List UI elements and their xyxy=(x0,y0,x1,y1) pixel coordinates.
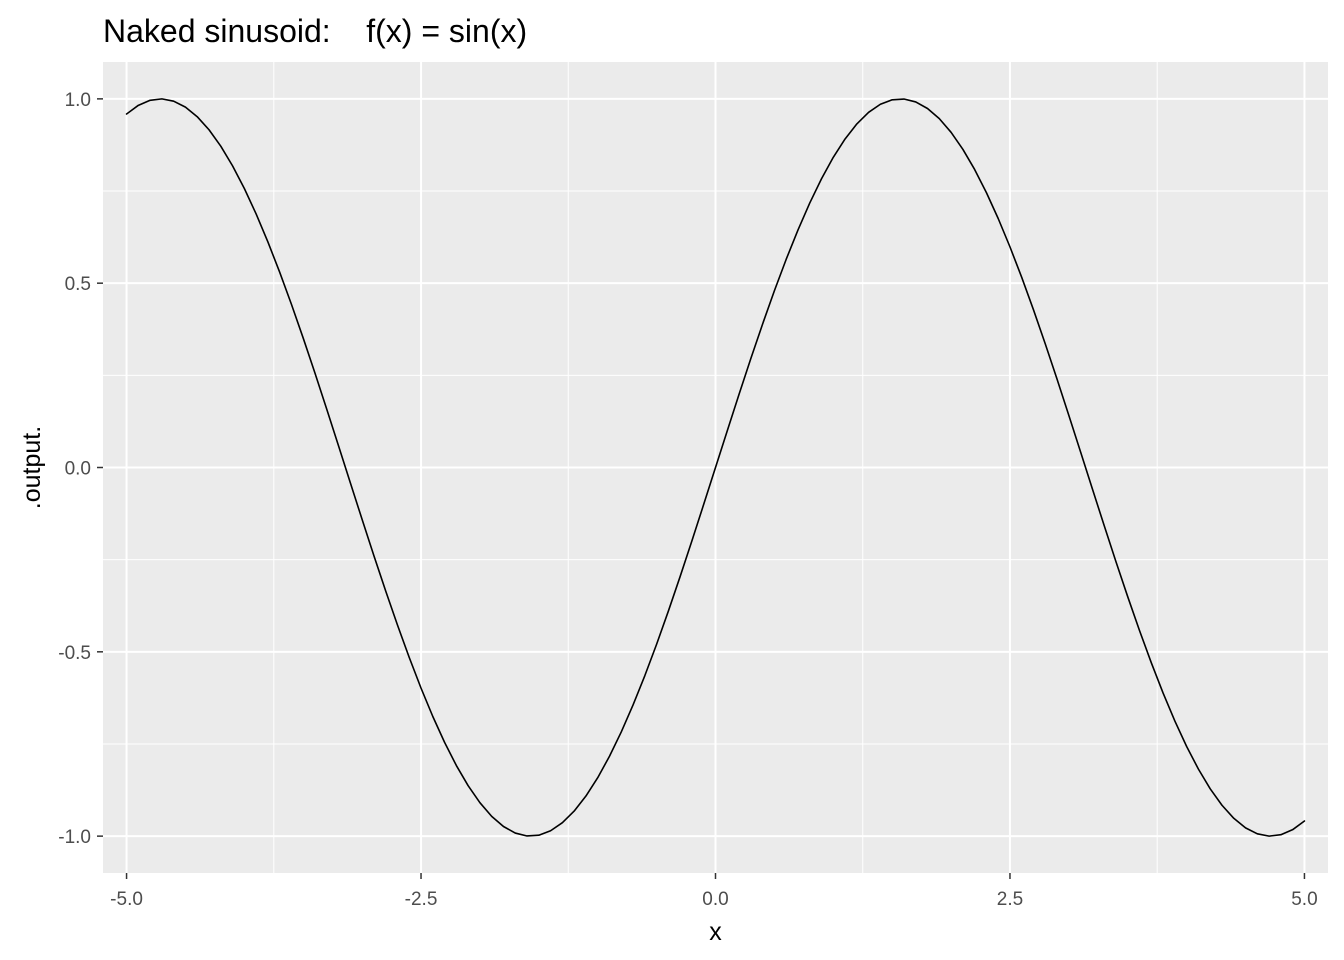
y-tick-label: -0.5 xyxy=(58,643,91,664)
x-tick-label: -2.5 xyxy=(405,889,438,910)
x-tick-label: -5.0 xyxy=(110,889,143,910)
y-tick-label: 0.0 xyxy=(65,459,91,480)
x-axis-ticks: -5.0 -2.5 0.0 2.5 5.0 xyxy=(110,873,1318,910)
y-tick-label: 0.5 xyxy=(65,274,91,295)
x-tick-label: 0.0 xyxy=(702,889,728,910)
y-axis-ticks: -1.0 -0.5 0.0 0.5 1.0 xyxy=(58,90,103,848)
x-tick-label: 5.0 xyxy=(1291,889,1317,910)
y-axis-title: .output. xyxy=(18,426,46,509)
y-tick-label: 1.0 xyxy=(65,90,91,111)
y-tick-label: -1.0 xyxy=(58,827,91,848)
sine-curve-line xyxy=(125,98,1306,837)
x-tick-label: 2.5 xyxy=(997,889,1023,910)
x-axis-title: x xyxy=(709,918,722,946)
chart-title: Naked sinusoid: f(x) = sin(x) xyxy=(103,13,527,49)
